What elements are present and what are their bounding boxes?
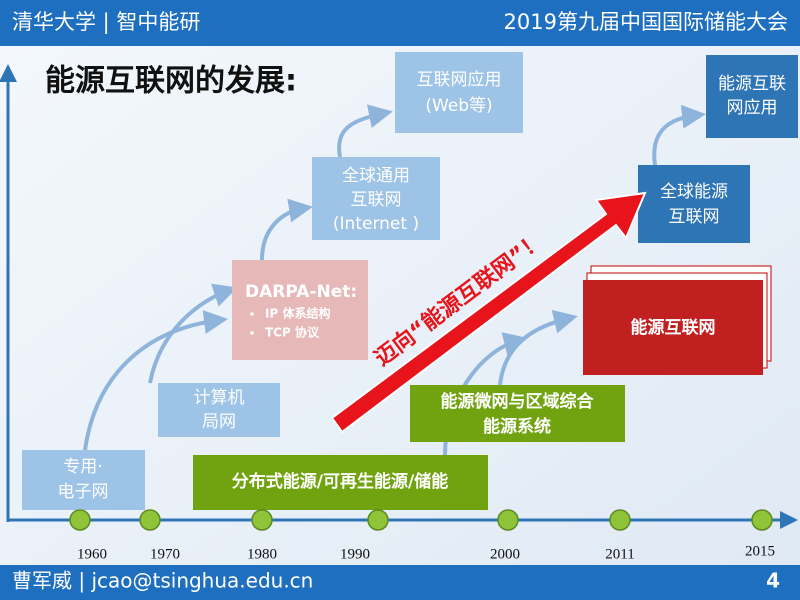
box-text: 局网 [202,412,236,432]
big-arrow [330,191,647,434]
footer-bar [0,565,800,600]
box-lan [158,383,280,437]
box-text: (Web等) [425,96,492,116]
box-text: 计算机 [194,388,245,408]
box-text: 能源互联 [718,74,786,94]
page-number: 4 [766,569,780,593]
timeline-dot [367,509,389,531]
box-text: 电子网 [58,482,109,502]
box-energy-app [706,55,798,138]
box-darpa [232,260,368,360]
box-distributed [193,455,488,510]
box-web [395,52,523,133]
box-title: DARPA-Net: [245,282,357,302]
footer-author: 曹军威 | jcao@tsinghua.edu.cn [12,569,313,593]
year-label: 1960 [77,546,107,562]
slide-title: 能源互联网的发展: [45,64,297,99]
timeline-dot [139,509,161,531]
box-text: (Internet ) [333,214,419,234]
timeline-dot [497,509,519,531]
box-text: 互联网 [669,207,720,227]
timeline-dot [251,509,273,531]
header-bar [0,0,800,46]
box-text: 能源互联网 [631,317,716,338]
box-text: 分布式能源/可再生能源/储能 [232,471,448,492]
header-right: 2019第九届中国国际储能大会 [504,10,788,34]
year-label: 2011 [605,546,634,562]
timeline-dot [609,509,631,531]
year-label: 2000 [490,546,520,562]
box-dedicated [22,450,145,510]
bullet-text: IP 体系结构 [265,306,330,321]
box-microgrid [410,385,625,442]
box-text: 全球通用 [342,166,410,186]
year-label: 1990 [340,546,370,562]
timeline-dot [69,509,91,531]
box-text: 全球能源 [660,182,728,202]
box-text: 能源微网与区域综合 [441,391,595,412]
year-label: 1970 [150,546,180,562]
box-text: 互联网应用 [417,70,502,90]
bullet [250,312,254,316]
bullet-text: TCP 协议 [265,325,320,340]
box-text: 网应用 [727,98,778,118]
header-left: 清华大学 | 智中能研 [12,10,200,35]
box-text: 互联网 [351,190,402,210]
box-text: 专用· [63,457,102,477]
boxes: 专用· 电子网 计算机 局网 DARPA-Net: IP 体系结构 TCP 协议… [22,52,798,510]
box-global-energy [638,165,750,243]
timeline: 1960 1970 1980 1990 2000 2011 2015 [69,509,775,562]
timeline-dot [751,509,773,531]
box-energy-internet [583,280,763,375]
box-internet [312,157,440,240]
box-text: 能源系统 [483,416,551,437]
year-label: 1980 [247,546,277,562]
year-label: 2015 [745,543,775,559]
bullet [250,331,254,335]
